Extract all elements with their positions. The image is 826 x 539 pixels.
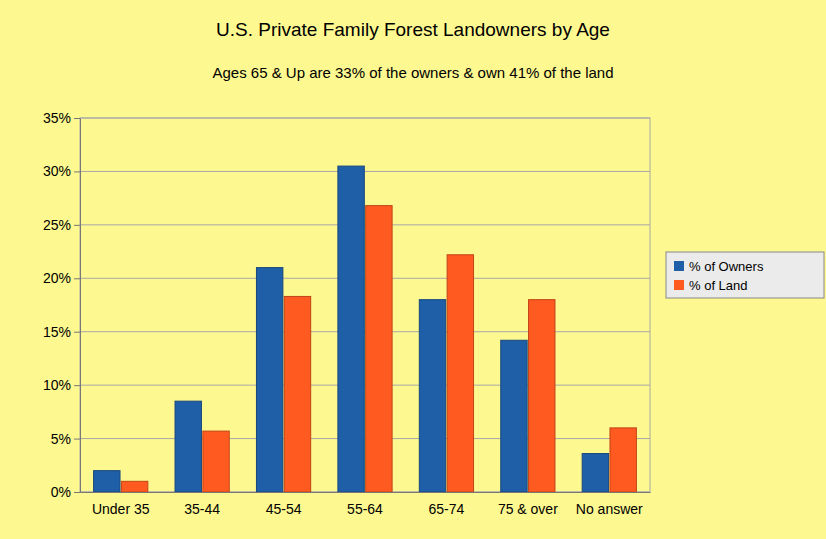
bar [175,401,201,492]
tick-label: 0% [51,484,71,500]
bar [582,454,608,492]
tick-mark [74,332,80,333]
subtitle: Ages 65 & Up are 33% of the owners & own… [212,64,613,81]
tick: 0% [51,484,80,500]
grid-line [80,385,650,386]
legend-label: % of Owners [689,259,764,274]
tick: 45-54 [266,492,302,517]
tick: 5% [51,431,80,447]
tick-mark [74,171,80,172]
grid [80,118,650,492]
grid-line [80,224,650,225]
chart: U.S. Private Family Forest Landowners by… [0,0,826,539]
grid-line [80,278,650,279]
tick: 30% [43,163,80,179]
bar [94,471,120,492]
tick-label: 35% [43,110,71,126]
background [0,0,826,539]
tick: 10% [43,377,80,393]
tick: 65-74 [429,492,465,517]
legend-swatch [674,280,684,290]
tick-label: 20% [43,270,71,286]
tick: 55-64 [347,492,383,517]
tick: Under 35 [92,492,150,517]
axis-line [81,492,651,493]
tick: 35-44 [184,492,220,517]
axis-line [80,119,81,493]
x-axis: Under 35 35-44 45-54 55-64 65-74 75 & over No … [81,492,651,517]
legend-swatch [674,261,684,271]
bar [203,431,229,492]
tick: 15% [43,324,80,340]
grid-line [80,438,650,439]
series [121,206,636,492]
tick-label: 5% [51,431,71,447]
tick-mark [74,492,80,493]
tick: 25% [43,217,80,233]
grid-line [80,331,650,332]
y-axis: 0% 5% 10% 15% 20% 25% 30% 35% [43,110,81,500]
tick-label: 45-54 [266,501,302,517]
bar [447,255,473,492]
tick: No answer [576,492,643,517]
bar [256,268,282,492]
bar [610,428,636,492]
tick-label: Under 35 [92,501,150,517]
tick-label: 30% [43,163,71,179]
legend: % of Owners % of Land [666,252,824,298]
tick-mark [74,118,80,119]
legend-entry: % of Owners [674,259,764,274]
bars [94,166,637,492]
tick-label: 65-74 [429,501,465,517]
series [94,166,609,492]
tick-label: 75 & over [498,501,558,517]
title: U.S. Private Family Forest Landowners by… [216,19,610,40]
legend-entry: % of Land [674,278,748,293]
tick-mark [74,439,80,440]
tick-label: 10% [43,377,71,393]
tick-label: 25% [43,217,71,233]
bar [419,300,445,492]
tick-label: 55-64 [347,501,383,517]
plot-area [80,118,650,492]
bar [121,481,147,492]
bar [529,300,555,492]
bar [366,206,392,492]
plot: 0% 5% 10% 15% 20% 25% 30% 35% Under 35 35-44 45-54… [43,110,651,517]
tick: 35% [43,110,80,126]
tick-label: 35-44 [184,501,220,517]
bar [338,166,364,492]
grid-line [80,492,650,493]
tick-mark [74,278,80,279]
tick-label: 15% [43,324,71,340]
tick-label: No answer [576,501,643,517]
bar [501,340,527,492]
grid-line [80,118,650,119]
tick: 75 & over [498,492,558,517]
bar [284,296,310,492]
grid-line [80,171,650,172]
tick-mark [74,385,80,386]
legend-label: % of Land [689,278,748,293]
tick-mark [74,225,80,226]
tick: 20% [43,270,80,286]
legend-box [666,252,824,298]
